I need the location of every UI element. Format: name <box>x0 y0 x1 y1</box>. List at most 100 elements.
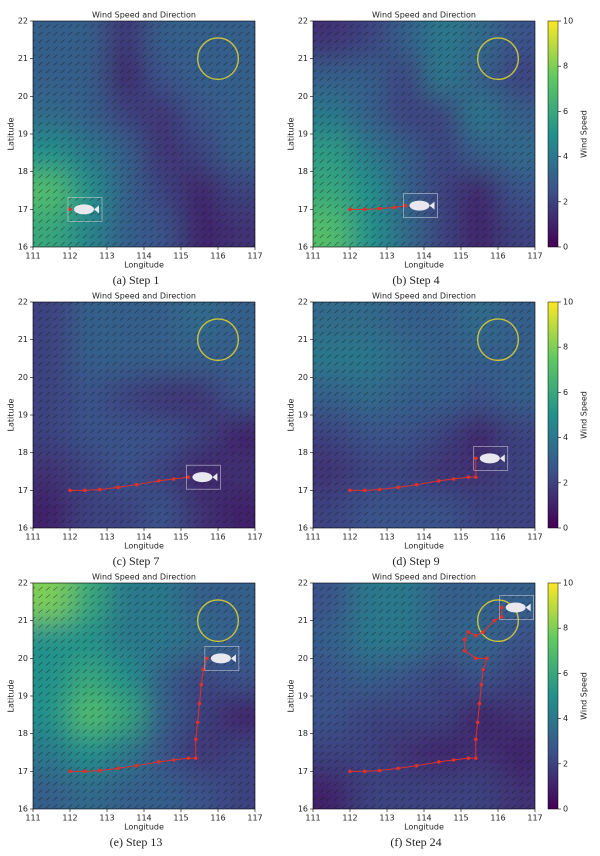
plot-area <box>313 583 535 809</box>
colorbar-tick-label: 4 <box>563 152 568 161</box>
trajectory-point <box>83 488 87 493</box>
x-tick-label: 116 <box>210 814 225 823</box>
y-axis-label: Latitude <box>7 117 16 150</box>
trajectory-point <box>157 760 161 764</box>
colorbar <box>547 582 559 810</box>
trajectory-point <box>83 769 87 774</box>
trajectory-point <box>197 701 202 706</box>
y-tick-label: 22 <box>18 298 28 307</box>
y-tick-label: 20 <box>298 654 308 663</box>
y-tick-label: 18 <box>18 729 28 738</box>
agent-tail <box>499 454 505 463</box>
wind-arrows <box>313 21 535 247</box>
y-axis-label: Latitude <box>7 398 16 431</box>
trajectory-point <box>348 769 352 774</box>
trajectory-point <box>479 682 484 687</box>
trajectory-point <box>116 766 120 771</box>
y-tick-label: 17 <box>18 205 28 214</box>
trajectory-point <box>396 485 400 490</box>
wind-arrows <box>33 21 255 247</box>
target-zone <box>476 318 520 362</box>
agent-box <box>499 595 534 620</box>
x-tick-label: 113 <box>99 252 114 261</box>
colorbar-label: Wind Speed <box>580 672 589 720</box>
x-tick-label: 114 <box>416 814 431 823</box>
x-tick-label: 115 <box>173 252 188 261</box>
trajectory-point <box>499 615 504 619</box>
x-tick-label: 111 <box>25 814 40 823</box>
plot-area <box>33 583 255 809</box>
trajectory-point <box>451 477 456 481</box>
y-tick-label: 19 <box>18 130 28 139</box>
y-tick-label: 21 <box>298 616 308 625</box>
trajectory-point <box>474 756 478 760</box>
x-tick-label: 111 <box>25 533 40 542</box>
trajectory-point <box>348 207 352 212</box>
y-tick-label: 20 <box>298 373 308 382</box>
x-tick-label: 115 <box>173 533 188 542</box>
y-axis-label: Latitude <box>287 117 296 150</box>
y-tick-label: 21 <box>18 616 28 625</box>
trajectory-point <box>474 737 478 742</box>
colorbar-tick-label: 0 <box>563 524 568 533</box>
agent-tail <box>230 654 236 663</box>
caption: (f) Step 24 <box>390 835 441 849</box>
y-tick-label: 16 <box>298 243 308 252</box>
trajectory-point <box>466 475 471 479</box>
trajectory-point <box>485 656 489 661</box>
x-tick-label: 116 <box>210 533 225 542</box>
trajectory-point <box>199 682 204 687</box>
x-tick-label: 112 <box>62 814 77 823</box>
x-tick-label: 117 <box>247 533 262 542</box>
chart-title: Wind Speed and Direction <box>372 292 476 301</box>
caption: (c) Step 7 <box>113 554 160 568</box>
y-axis-label: Latitude <box>7 679 16 712</box>
x-tick-label: 114 <box>136 533 151 542</box>
colorbar-tick-label: 2 <box>563 478 568 487</box>
x-tick-label: 115 <box>453 252 468 261</box>
agent-icon <box>210 653 231 664</box>
y-tick-label: 16 <box>18 805 28 814</box>
target-zone <box>476 599 520 643</box>
x-tick-label: 116 <box>490 814 505 823</box>
y-tick-label: 22 <box>298 298 308 307</box>
caption: (b) Step 4 <box>392 273 439 287</box>
agent-icon <box>192 472 213 483</box>
y-axis-label: Latitude <box>287 679 296 712</box>
y-tick-label: 18 <box>298 167 308 176</box>
x-tick-label: 115 <box>453 533 468 542</box>
y-tick-label: 16 <box>18 524 28 533</box>
panel: 111 112 113 114 115 116 117 16 17 18 19 20 21 22 Wind … <box>7 573 263 849</box>
x-tick-label: 113 <box>379 814 394 823</box>
colorbar-tick-label: 4 <box>563 714 568 723</box>
wind-arrows <box>313 302 535 528</box>
trajectory-point <box>363 207 367 212</box>
plot-area <box>313 302 535 528</box>
trajectory-point <box>377 768 382 773</box>
x-axis-label: Longitude <box>124 261 164 270</box>
trajectory-point <box>348 488 352 493</box>
agent-box <box>403 193 438 218</box>
x-tick-label: 116 <box>490 252 505 261</box>
y-tick-label: 20 <box>18 373 28 382</box>
x-tick-label: 117 <box>527 252 542 261</box>
x-axis-label: Longitude <box>404 823 444 832</box>
target-zone <box>196 37 240 81</box>
y-tick-label: 22 <box>18 17 28 26</box>
x-tick-label: 112 <box>342 533 357 542</box>
x-tick-label: 115 <box>453 814 468 823</box>
chart-title: Wind Speed and Direction <box>92 292 196 301</box>
y-tick-label: 18 <box>18 167 28 176</box>
caption: (a) Step 1 <box>113 273 160 287</box>
y-tick-label: 19 <box>18 411 28 420</box>
y-tick-label: 22 <box>298 17 308 26</box>
x-axis-label: Longitude <box>404 542 444 551</box>
trajectory-point <box>492 618 497 623</box>
wind-arrows <box>33 583 255 809</box>
agent-box <box>204 646 240 671</box>
y-tick-label: 18 <box>298 448 308 457</box>
y-axis-label: Latitude <box>287 398 296 431</box>
x-tick-label: 116 <box>210 252 225 261</box>
x-tick-label: 113 <box>99 814 114 823</box>
